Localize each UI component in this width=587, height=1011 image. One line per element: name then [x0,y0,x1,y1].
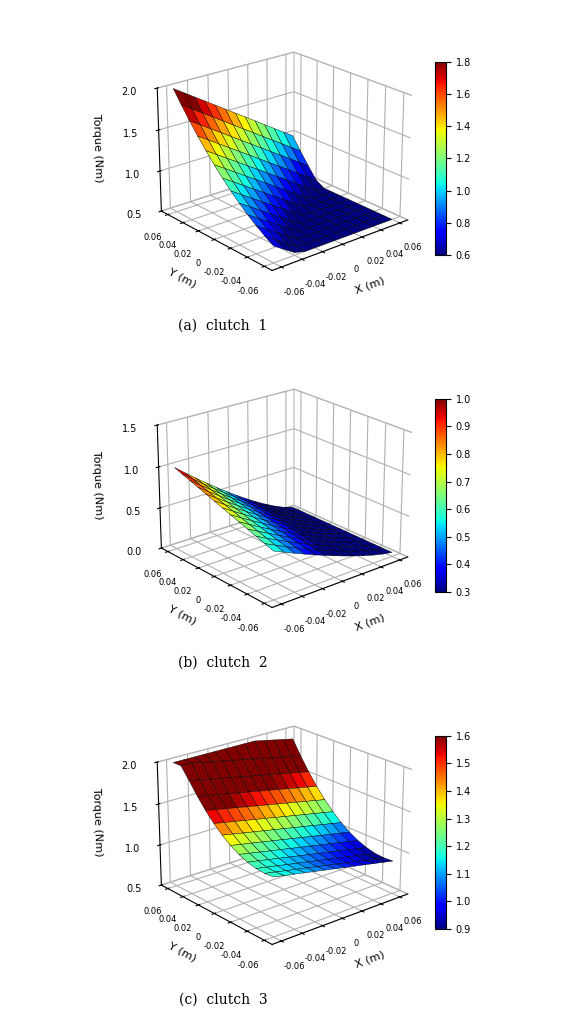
Y-axis label: Y (m): Y (m) [167,267,198,290]
Y-axis label: Y (m): Y (m) [167,604,198,627]
X-axis label: X (m): X (m) [353,276,386,295]
Text: (a)  clutch  1: (a) clutch 1 [178,318,268,333]
X-axis label: X (m): X (m) [353,613,386,633]
Text: (b)  clutch  2: (b) clutch 2 [178,656,268,670]
Text: (c)  clutch  3: (c) clutch 3 [179,993,267,1007]
Y-axis label: Y (m): Y (m) [167,940,198,963]
X-axis label: X (m): X (m) [353,949,386,970]
